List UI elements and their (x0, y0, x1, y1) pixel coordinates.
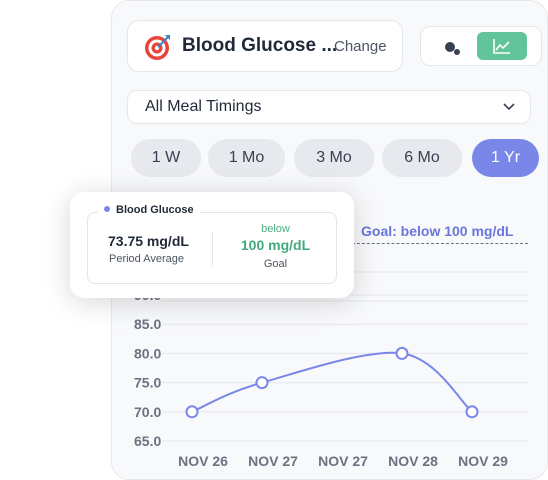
x-tick-label: NOV 27 (318, 453, 368, 469)
y-tick-label: 70.0 (134, 404, 161, 420)
summary-popup: 73.75 mg/dL Period Average below 100 mg/… (70, 192, 354, 298)
summary-box: 73.75 mg/dL Period Average below 100 mg/… (87, 212, 337, 284)
x-tick-label: NOV 29 (458, 453, 508, 469)
divider (212, 231, 213, 267)
legend-label: Blood Glucose (116, 204, 194, 216)
y-tick-label: 85.0 (134, 316, 161, 332)
scatter-icon[interactable] (433, 33, 473, 59)
range-1mo[interactable]: 1 Mo (208, 139, 285, 177)
data-point[interactable] (465, 405, 479, 419)
range-1yr[interactable]: 1 Yr (472, 139, 539, 177)
y-tick-label: 75.0 (134, 375, 161, 391)
goal-value: 100 mg/dL (240, 237, 311, 253)
range-3mo[interactable]: 3 Mo (294, 139, 374, 177)
line-chart-toggle[interactable] (477, 32, 527, 60)
line-chart-icon (493, 39, 510, 54)
meal-timing-value: All Meal Timings (145, 98, 262, 115)
range-1w[interactable]: 1 W (131, 139, 201, 177)
period-average-label: Period Average (109, 253, 185, 265)
data-point[interactable] (185, 405, 199, 419)
data-point[interactable] (255, 376, 269, 390)
goal-prefix: below (261, 223, 290, 235)
range-6mo[interactable]: 6 Mo (382, 139, 462, 177)
x-tick-label: NOV 28 (388, 453, 438, 469)
data-point[interactable] (395, 346, 409, 360)
legend-dot (104, 206, 110, 212)
x-tick-label: NOV 26 (178, 453, 228, 469)
metric-selector[interactable]: Blood Glucose ... Change (127, 20, 403, 72)
y-tick-label: 65.0 (134, 433, 161, 449)
goal-line (352, 243, 528, 244)
period-average-value: 73.75 mg/dL (108, 233, 189, 249)
popup-legend: Blood Glucose (98, 204, 200, 216)
chart-view-toggle[interactable] (420, 26, 542, 66)
metric-title: Blood Glucose ... (182, 35, 338, 56)
y-tick-label: 80.0 (134, 345, 161, 361)
meal-timing-select[interactable]: All Meal Timings (127, 90, 531, 124)
series-line (191, 351, 473, 413)
x-tick-label: NOV 27 (248, 453, 298, 469)
chevron-down-icon (503, 103, 515, 111)
target-icon (145, 35, 170, 60)
change-button[interactable]: Change (334, 38, 387, 55)
goal-caption: Goal (263, 258, 288, 270)
goal-annotation: Goal: below 100 mg/dL (361, 223, 514, 239)
